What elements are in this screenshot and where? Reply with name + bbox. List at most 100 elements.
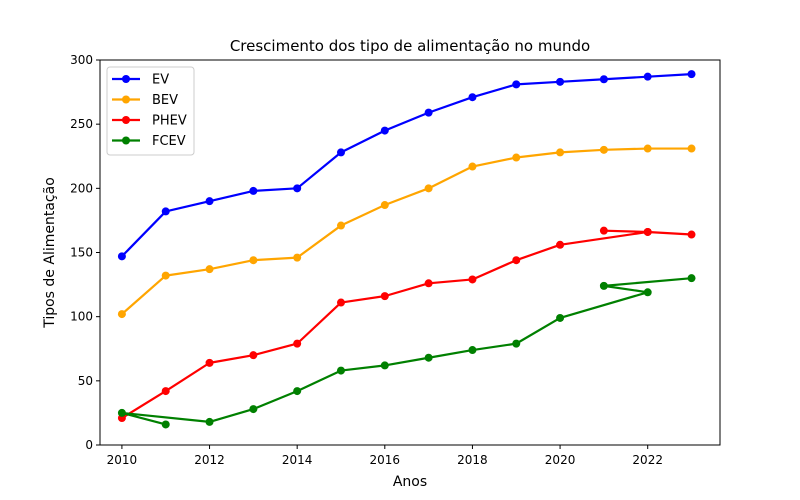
y-axis-ticks: 0 50 100 150 200 250 300 — [70, 53, 100, 452]
data-point-bev — [161, 271, 170, 280]
x-tick-label: 2016 — [370, 453, 401, 467]
data-point-fcev — [336, 366, 345, 375]
legend-label: FCEV — [152, 134, 186, 149]
x-tick-label: 2020 — [545, 453, 576, 467]
data-point-fcev — [249, 405, 258, 414]
legend: EV BEV PHEV FCEV — [106, 66, 195, 156]
data-point-bev — [336, 221, 345, 230]
legend-items: EV BEV PHEV FCEV — [112, 73, 187, 149]
data-point-fcev — [380, 361, 389, 370]
data-point-fcev — [424, 353, 433, 362]
data-point-phev — [336, 298, 345, 307]
data-point-bev — [293, 253, 302, 262]
legend-box — [106, 66, 195, 156]
data-point-fcev — [599, 281, 608, 290]
legend-swatch-marker — [122, 95, 130, 104]
data-point-fcev — [687, 274, 696, 283]
data-point-bev — [468, 162, 477, 171]
legend-item-bev: BEV — [112, 93, 178, 108]
data-point-phev — [556, 240, 565, 249]
y-tick-label: 300 — [70, 53, 93, 67]
axes-background — [100, 60, 720, 445]
data-point-bev — [556, 148, 565, 157]
data-point-ev — [687, 70, 696, 79]
series-line-bev — [121, 147, 692, 315]
data-point-phev — [161, 387, 170, 396]
x-tick-label: 2010 — [107, 453, 138, 467]
data-point-ev — [556, 77, 565, 86]
data-point-ev — [643, 72, 652, 81]
data-point-ev — [380, 126, 389, 135]
data-point-ev — [599, 75, 608, 84]
data-point-ev — [336, 148, 345, 157]
data-point-phev — [380, 292, 389, 301]
legend-swatch-marker — [122, 75, 130, 83]
data-point-bev — [643, 144, 652, 153]
series-ev — [117, 70, 696, 261]
data-point-bev — [205, 265, 214, 274]
series-line-ev — [121, 73, 692, 258]
x-tick-label: 2012 — [194, 453, 225, 467]
data-point-phev — [512, 256, 521, 265]
legend-item-fcev: FCEV — [112, 134, 186, 149]
y-tick-label: 250 — [70, 117, 93, 131]
x-tick-label: 2022 — [632, 453, 663, 467]
data-point-bev — [249, 256, 258, 265]
data-point-ev — [117, 252, 126, 261]
x-tick-label: 2014 — [282, 453, 313, 467]
chart-title: Crescimento dos tipo de alimentação no m… — [230, 37, 590, 55]
data-point-fcev — [117, 408, 126, 417]
data-point-bev — [599, 145, 608, 154]
data-point-bev — [424, 184, 433, 193]
data-point-phev — [599, 226, 608, 235]
data-point-ev — [249, 186, 258, 195]
y-tick-label: 100 — [70, 310, 93, 324]
series-layer — [117, 70, 696, 429]
y-tick-label: 50 — [78, 374, 93, 388]
data-point-phev — [424, 279, 433, 288]
x-tick-label: 2018 — [457, 453, 488, 467]
data-point-ev — [161, 207, 170, 216]
data-point-fcev — [293, 387, 302, 396]
legend-item-ev: EV — [112, 73, 169, 88]
data-point-phev — [293, 339, 302, 348]
data-point-fcev — [161, 420, 170, 429]
legend-label: EV — [152, 73, 169, 88]
legend-label: BEV — [152, 93, 178, 108]
series-bev — [117, 144, 696, 319]
legend-swatch-marker — [122, 136, 130, 145]
data-point-bev — [117, 310, 126, 319]
plot-area: 2010 2012 2014 2016 2018 2020 2022 0 50 100 150 20… — [70, 53, 721, 467]
data-point-fcev — [556, 313, 565, 322]
data-point-ev — [468, 93, 477, 102]
data-point-fcev — [468, 346, 477, 355]
series-line-fcev — [120, 277, 692, 426]
data-point-bev — [380, 201, 389, 210]
series-fcev — [117, 274, 696, 429]
x-axis-ticks: 2010 2012 2014 2016 2018 2020 2022 — [107, 445, 663, 467]
data-point-fcev — [643, 288, 652, 297]
data-point-ev — [205, 197, 214, 206]
data-point-phev — [643, 227, 652, 236]
data-point-fcev — [205, 417, 214, 426]
data-point-phev — [468, 275, 477, 284]
data-point-phev — [249, 351, 258, 360]
data-point-ev — [424, 108, 433, 117]
data-point-phev — [205, 358, 214, 367]
data-point-bev — [687, 144, 696, 153]
legend-swatch-marker — [122, 116, 130, 124]
y-tick-label: 150 — [70, 246, 93, 260]
axes-frame — [99, 59, 721, 446]
y-axis-label: Tipos de Alimentação — [42, 177, 58, 329]
y-tick-label: 200 — [70, 181, 93, 195]
series-phev — [117, 226, 696, 423]
x-axis-label: Anos — [393, 474, 427, 490]
data-point-ev — [512, 80, 521, 89]
data-point-fcev — [512, 339, 521, 348]
legend-label: PHEV — [152, 114, 187, 129]
y-tick-label: 0 — [85, 438, 93, 452]
legend-item-phev: PHEV — [112, 114, 187, 129]
data-point-phev — [687, 230, 696, 239]
data-point-bev — [512, 153, 521, 162]
